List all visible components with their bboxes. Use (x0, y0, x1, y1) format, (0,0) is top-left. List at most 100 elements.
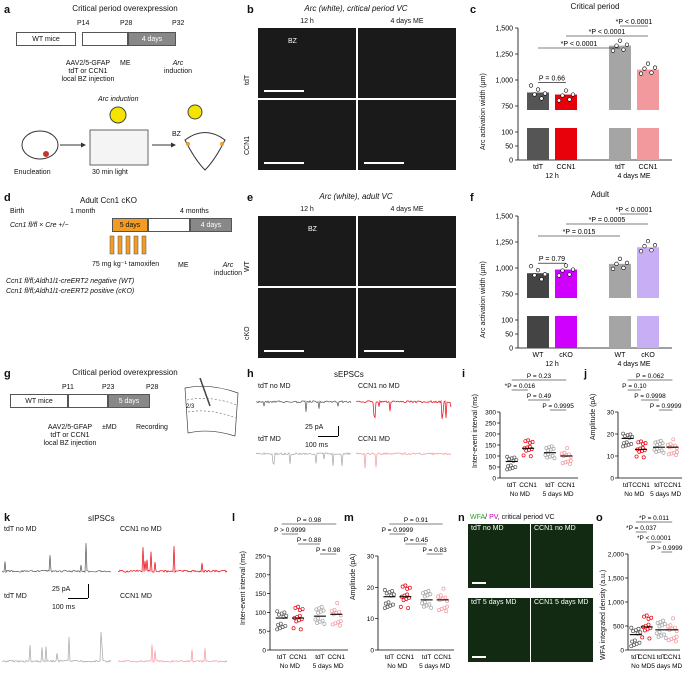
data-point (332, 607, 337, 612)
x-tick-label: CCN1 (519, 482, 537, 489)
data-point (406, 606, 411, 610)
data-point (338, 619, 343, 623)
data-point (652, 65, 658, 70)
data-point (535, 268, 541, 273)
panel-a-title: Critical period overexpression (72, 4, 178, 13)
h-tr3-label: tdT MD (258, 436, 281, 443)
condition-label: No MD (387, 663, 408, 670)
x-tick-label: tdT (657, 654, 666, 661)
current-trace (356, 399, 452, 419)
current-trace (118, 546, 228, 574)
x-tick-label: tdT (545, 482, 554, 489)
data-point (443, 595, 448, 600)
data-point (621, 47, 626, 52)
ipsc-tdt-nomd (2, 543, 112, 574)
stat-label: P = 0.10 (622, 383, 647, 390)
data-point (570, 267, 576, 272)
k-scale-h (68, 598, 88, 599)
y-tick-label: 100 (485, 454, 496, 461)
current-trace (256, 452, 352, 466)
d-me-label: ME (178, 262, 189, 269)
data-point (542, 272, 548, 277)
y-tick-label: 50 (505, 144, 513, 151)
y-tick-label: 1,250 (495, 52, 513, 59)
injection-text: AAV2/5-GFAP tdT or CCN1 local BZ injection (61, 60, 115, 83)
data-point (319, 605, 324, 610)
ipsc-ccn1-md (118, 644, 228, 663)
data-point (552, 456, 557, 461)
data-point (624, 42, 630, 47)
data-point (624, 260, 630, 265)
stat-label: P > 0.9999 (651, 545, 683, 552)
data-point (526, 438, 531, 443)
x-tick-label: tdT (615, 164, 626, 171)
data-point (624, 440, 629, 445)
stat-label: P = 0.9995 (542, 403, 574, 410)
y-tick-label: 200 (485, 432, 496, 439)
wt-genotype: Ccn1 fl/fl;Aldh1l1-creERT2 negative (WT) (6, 278, 135, 285)
k-tr4-label: CCN1 MD (120, 593, 152, 600)
panel-f-title: Adult (590, 190, 610, 199)
arc-induction-diagram-label: Arc induction (98, 96, 139, 103)
stat-label: P = 0.45 (404, 537, 429, 544)
panel-e-row2: cKO (244, 326, 251, 340)
data-point (337, 623, 342, 628)
micrograph-wt-4dme (358, 216, 456, 286)
y-tick-label: 1,000 (495, 78, 513, 85)
y-tick-label: 500 (613, 624, 624, 631)
wfa-tdt-nomd: tdT no MD (468, 524, 530, 588)
data-point (668, 623, 673, 628)
data-point (644, 613, 649, 618)
data-point (284, 613, 289, 618)
bar (527, 92, 549, 110)
data-point (405, 592, 410, 597)
data-point (283, 623, 288, 628)
condition-label: 4 days ME (617, 361, 650, 368)
wfa-ccn1-nomd: CCN1 no MD (531, 524, 593, 588)
four-days-box: 4 days (128, 32, 176, 46)
data-point (649, 70, 654, 75)
bar-lower (637, 128, 659, 160)
data-point (672, 625, 677, 630)
y-tick-label: 1,250 (495, 240, 513, 247)
data-point (610, 48, 616, 53)
data-point (661, 450, 666, 455)
stat-label: *P = 0.015 (563, 229, 596, 236)
micrograph-tdt-4dme (358, 28, 456, 98)
data-point (567, 97, 572, 102)
data-point (297, 613, 302, 618)
trace-tdt-md (256, 452, 352, 466)
data-point (674, 450, 679, 454)
me-label: ME (120, 60, 131, 67)
arc-induction-diagram (21, 104, 226, 171)
bar-lower (527, 128, 549, 160)
condition-label: 4 days ME (617, 173, 650, 180)
data-point (444, 609, 449, 614)
bar (609, 45, 631, 110)
data-point (508, 463, 513, 468)
data-point (282, 610, 287, 615)
d-four-days-box: 4 days (190, 218, 232, 232)
bar (527, 273, 549, 298)
cortex-layers-diagram (184, 378, 239, 437)
panel-e-row1: WT (244, 261, 251, 272)
data-point (643, 441, 648, 446)
stat-label: *P = 0.011 (639, 515, 669, 522)
stat-label: P = 0.98 (316, 547, 341, 554)
data-point (642, 66, 647, 71)
p28-label: P28 (120, 20, 133, 27)
data-point (629, 625, 634, 630)
y-tick-label: 1,500 (495, 26, 513, 33)
stat-label: P = 0.9998 (634, 393, 666, 400)
data-point (382, 588, 387, 592)
y-tick-label: 0 (509, 158, 513, 165)
condition-label: No MD (280, 663, 301, 670)
data-point (556, 98, 562, 103)
five-days-box: 5 days (112, 218, 148, 232)
p32-label: P32 (172, 20, 185, 27)
data-point (657, 630, 662, 635)
data-point (445, 604, 450, 609)
panel-a-letter: a (4, 4, 11, 16)
x-tick-label: tdT (533, 164, 544, 171)
x-tick-label: tdT (385, 654, 394, 661)
